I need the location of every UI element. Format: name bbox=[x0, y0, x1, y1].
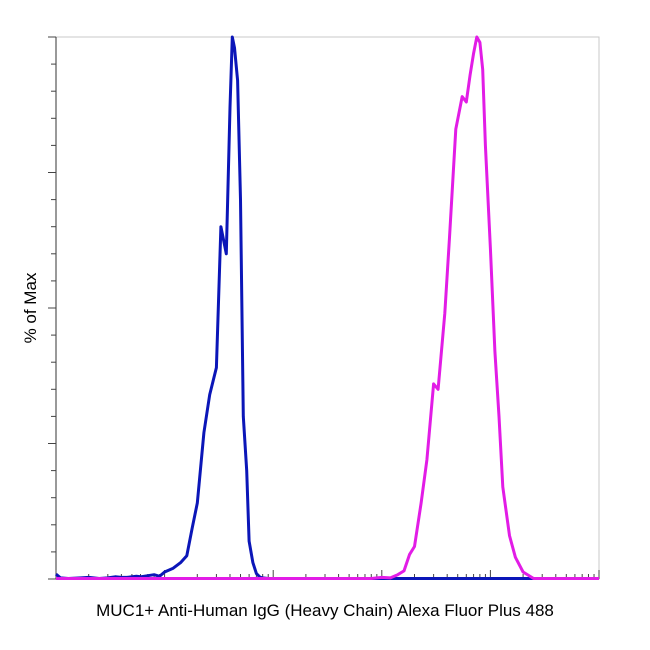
plot-frame bbox=[55, 36, 600, 580]
series-line-2 bbox=[56, 35, 599, 580]
x-axis-label: MUC1+ Anti-Human IgG (Heavy Chain) Alexa… bbox=[96, 601, 554, 620]
series-line-1 bbox=[55, 35, 599, 580]
y-axis-label: % of Max bbox=[21, 272, 40, 344]
axis-ticks bbox=[48, 36, 600, 580]
series-group bbox=[55, 35, 599, 580]
